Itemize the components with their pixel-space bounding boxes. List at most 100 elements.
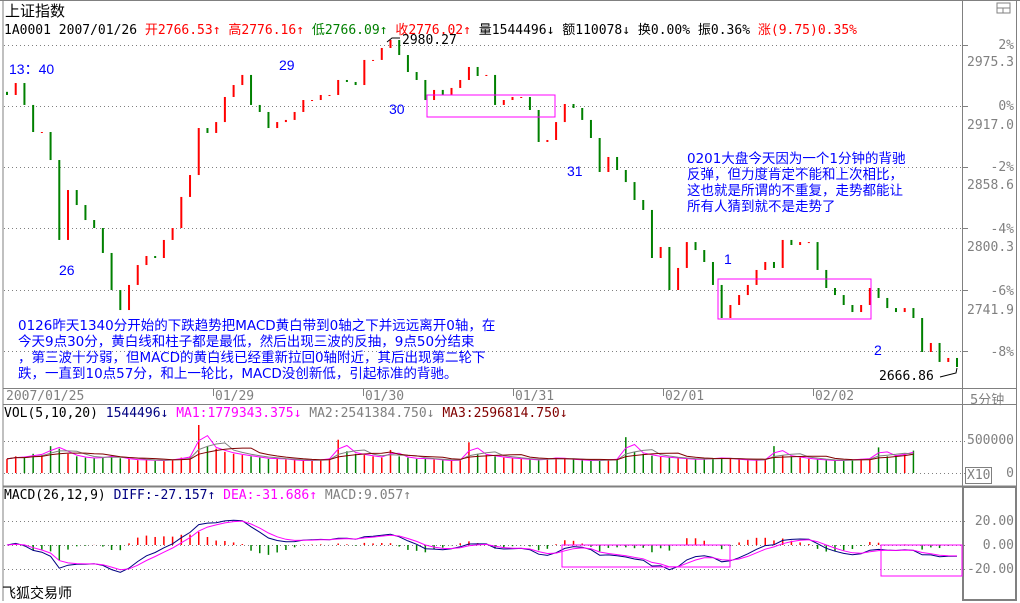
price-bar <box>833 288 836 296</box>
price-bar <box>424 79 427 101</box>
quote-date: 2007/01/26 <box>58 23 138 38</box>
amount-value: 额110078↓ <box>562 23 631 38</box>
box-0130 <box>426 94 556 118</box>
price-bar <box>894 308 897 313</box>
label-wave-1: 1 <box>724 251 732 267</box>
date-label: 01/31 <box>515 389 555 404</box>
low-leader <box>939 367 958 378</box>
price-bar <box>67 190 70 240</box>
pct-label: -8% <box>990 345 1014 360</box>
price-bar <box>241 74 244 86</box>
price-bar <box>476 66 479 76</box>
price-bar <box>206 128 209 133</box>
price-bar <box>921 318 924 352</box>
price-bars <box>6 40 958 367</box>
label-26: 26 <box>59 262 75 278</box>
price-bar <box>485 74 488 76</box>
price-bar <box>755 269 758 285</box>
price-bar <box>886 297 889 309</box>
dea-line <box>6 520 958 571</box>
quote-bar: 1A0001 2007/01/26 开2766.53↑ 高2776.16↑ 低2… <box>4 19 857 38</box>
price-bar <box>956 357 958 367</box>
price-bar <box>677 267 680 290</box>
price-bar <box>494 74 497 105</box>
annotation-boxes <box>386 37 963 577</box>
price-bar <box>145 256 148 266</box>
price-bar <box>598 137 601 172</box>
price-bar <box>816 242 819 270</box>
price-bar <box>32 104 35 133</box>
price-bar <box>389 40 392 48</box>
analysis-note-0126: 0126昨天1340分开始的下跌趋势把MACD黄白带到0轴之下并远远离开0轴，在… <box>18 318 496 382</box>
label-wave-2: 2 <box>874 342 882 358</box>
price-bar <box>110 252 113 290</box>
price-bar <box>49 132 52 161</box>
gridlines <box>4 45 968 570</box>
price-bar <box>337 79 340 95</box>
price-bar <box>694 242 697 251</box>
price-bar <box>276 122 279 129</box>
price-bar <box>380 47 383 60</box>
turnover-value: 换0.00% <box>637 23 691 38</box>
price-bar <box>520 96 523 98</box>
period-selector[interactable]: 5分钟 <box>970 393 1005 408</box>
box-macd-2 <box>880 544 963 577</box>
price-bar <box>311 100 314 102</box>
date-label: 01/29 <box>215 389 255 404</box>
price-bar <box>589 119 592 138</box>
price-bar <box>659 246 662 259</box>
price-bar <box>807 242 810 244</box>
volume-bars <box>6 425 915 473</box>
price-bar <box>223 96 226 123</box>
macd-axis-label: 0.00 <box>982 538 1014 553</box>
price-bar <box>58 160 61 240</box>
price-bar <box>746 284 749 296</box>
volume-value: 量1544496↓ <box>478 23 555 38</box>
price-bar <box>406 55 409 73</box>
price-bar <box>372 59 375 61</box>
price-label: 2800.3 <box>967 240 1014 255</box>
price-bar <box>14 83 17 95</box>
price-bar <box>685 242 688 268</box>
price-bar <box>363 59 366 86</box>
volume-multiplier-button[interactable]: X10 <box>965 467 993 484</box>
price-bar <box>790 239 793 245</box>
price-bar <box>354 81 357 86</box>
price-bar <box>459 79 462 88</box>
price-bar <box>851 304 854 313</box>
price-bar <box>903 308 906 313</box>
price-bar <box>398 40 401 56</box>
price-bar <box>563 104 566 123</box>
price-bar <box>860 304 863 313</box>
price-label: 2741.9 <box>967 303 1014 318</box>
date-label: 2007/01/25 <box>6 389 85 404</box>
price-bar <box>467 66 470 80</box>
price-bar <box>711 261 714 285</box>
price-bar <box>189 175 192 197</box>
price-label: 2917.0 <box>967 118 1014 133</box>
volume-ma2-line <box>6 442 914 461</box>
window-icon[interactable] <box>996 2 1011 14</box>
price-bar <box>642 199 645 210</box>
price-bar <box>180 196 183 229</box>
date-label: 02/02 <box>815 389 855 404</box>
price-bar <box>947 357 950 362</box>
security-code: 1A0001 <box>4 23 51 38</box>
price-bar <box>441 89 444 95</box>
price-label: 2975.3 <box>967 55 1014 70</box>
analysis-note-0201: 0201大盘今天因为一个1分钟的背驰 反弹，但力度肯定不能和上次相比， 这也就是… <box>687 151 906 215</box>
pct-label: -4% <box>990 222 1014 237</box>
volume-ma3-line <box>6 447 914 461</box>
box-0201 <box>717 278 872 320</box>
price-bar <box>75 190 78 206</box>
price-bar <box>267 111 270 129</box>
price-bar <box>912 308 915 319</box>
price-bar <box>938 342 941 362</box>
high-value: 高2776.16↑ <box>228 23 305 38</box>
price-bar <box>607 156 610 172</box>
price-bar <box>616 156 619 170</box>
price-bar <box>877 288 880 298</box>
price-bar <box>258 104 261 112</box>
price-bar <box>546 139 549 142</box>
price-bar <box>119 289 122 311</box>
